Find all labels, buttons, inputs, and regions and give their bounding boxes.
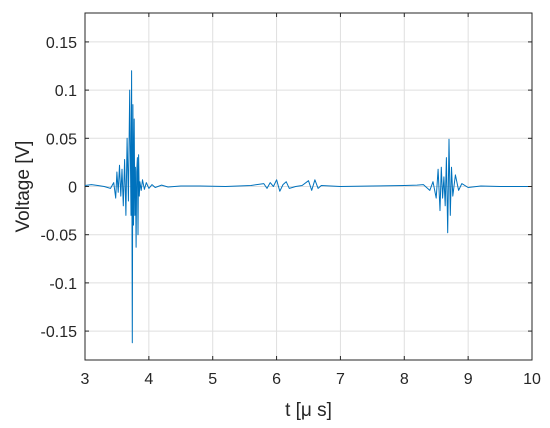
y-tick-label: -0.15 [41,324,78,341]
x-tick-label: 10 [523,371,541,388]
x-tick-label: 9 [464,371,473,388]
x-tick-label: 5 [208,371,217,388]
y-tick-label: 0.05 [46,131,77,148]
series-line [84,70,532,344]
y-tick-label: -0.1 [49,276,77,293]
series-layer [84,70,532,344]
x-tick-label: 7 [336,371,345,388]
grid-lines [84,13,533,360]
y-tick-label: -0.05 [41,228,78,245]
x-tick-label: 8 [400,371,409,388]
x-tick-label: 4 [144,371,153,388]
ticks: 3 4 5 6 7 8 9 10 0.15 0.1 0.05 0 -0.05 -0.1 -0.15 [41,13,541,388]
y-tick-label: 0.1 [55,83,77,100]
y-tick-label: 0.15 [46,35,77,52]
y-tick-label: 0 [68,180,77,197]
y-axis-label: Voltage [V] [13,141,34,233]
x-tick-label: 3 [81,371,90,388]
x-axis-label: t [μ s] [285,400,332,421]
x-tick-label: 6 [272,371,281,388]
